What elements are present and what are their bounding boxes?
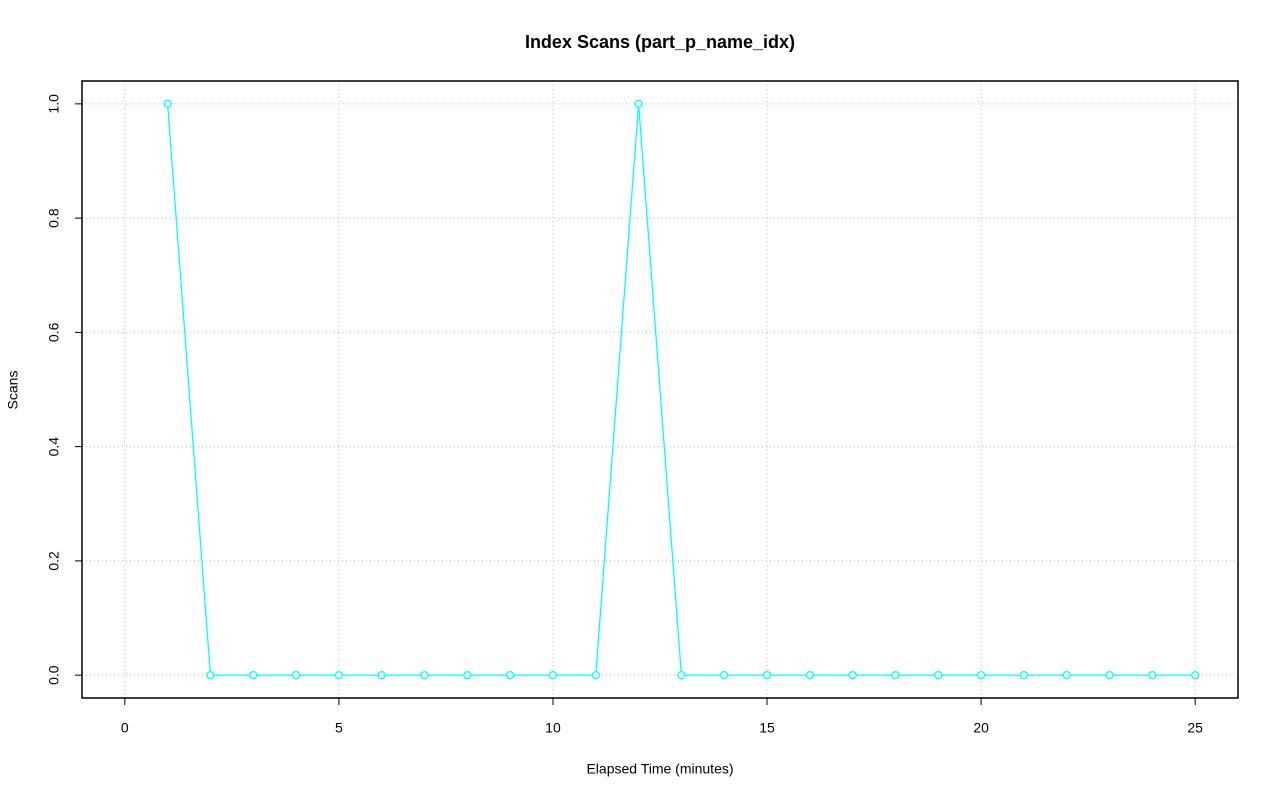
point <box>291 670 301 680</box>
point <box>463 670 472 680</box>
chart-title: Index Scans (part_p_name_idx) <box>525 32 795 52</box>
y-tick-label: 0.4 <box>46 437 62 457</box>
y-tick-label: 0.2 <box>46 551 62 571</box>
point <box>848 670 857 680</box>
point <box>891 670 900 680</box>
x-tick-label: 25 <box>1187 720 1203 736</box>
point <box>1019 670 1029 680</box>
point <box>206 670 215 680</box>
point <box>249 670 258 680</box>
point <box>334 670 344 680</box>
point <box>1105 670 1114 680</box>
point <box>548 670 558 680</box>
point <box>163 99 172 109</box>
point <box>505 670 515 680</box>
y-tick-label: 0.0 <box>46 665 62 685</box>
x-tick-label: 0 <box>121 720 129 736</box>
y-tick-label: 0.8 <box>46 208 62 228</box>
point <box>720 670 729 680</box>
y-tick-label: 0.6 <box>46 322 62 342</box>
point <box>976 670 986 680</box>
point <box>634 99 643 109</box>
x-tick-label: 5 <box>335 720 343 736</box>
point <box>677 670 686 680</box>
x-tick-label: 10 <box>545 720 561 736</box>
y-tick-label: 1.0 <box>46 94 62 114</box>
point <box>1148 670 1157 680</box>
point <box>1062 670 1071 680</box>
point <box>591 670 600 680</box>
y-axis-title: Scans <box>5 371 21 410</box>
point <box>377 670 386 680</box>
point <box>805 670 815 680</box>
point <box>762 670 772 680</box>
x-axis-title: Elapsed Time (minutes) <box>586 761 733 777</box>
point <box>1191 670 1200 680</box>
point <box>934 670 943 680</box>
x-tick-label: 15 <box>759 720 775 736</box>
x-tick-label: 20 <box>973 720 989 736</box>
point <box>420 670 429 680</box>
plot-frame <box>81 80 1239 699</box>
